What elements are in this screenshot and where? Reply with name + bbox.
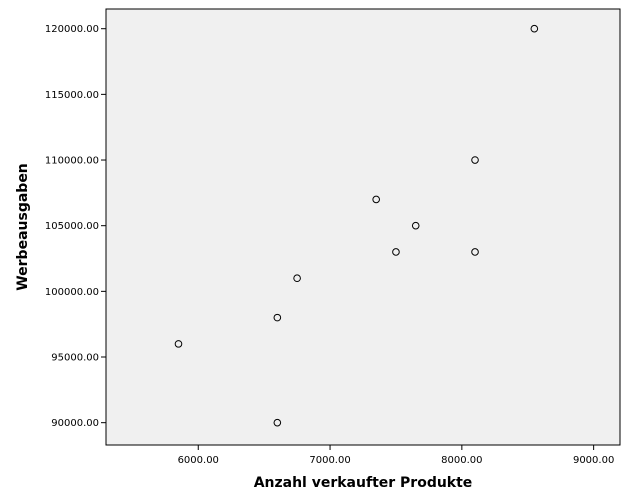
x-tick-label: 9000.00 [573,455,614,466]
x-axis-title: Anzahl verkaufter Produkte [254,475,473,491]
data-point [273,418,282,427]
data-point [273,313,282,322]
y-tick-label: 90000.00 [51,418,99,429]
data-point [174,340,183,348]
x-tick-label: 8000.00 [441,455,482,466]
y-tick-label: 95000.00 [51,353,99,364]
y-tick-label: 105000.00 [45,221,99,232]
data-point [530,24,539,33]
y-tick-label: 120000.00 [45,24,99,35]
y-tick-label: 110000.00 [45,156,99,167]
y-tick-label: 100000.00 [45,287,99,298]
plot-area [105,8,621,446]
y-tick-label: 115000.00 [45,90,99,101]
data-point [471,156,479,164]
x-tick-label: 7000.00 [309,455,350,466]
y-axis-title: Werbeausgaben [15,163,31,291]
y-axis-ticks: 90000.00 95000.00 100000.00 105000.00 110000… [45,24,106,429]
data-point [392,248,400,256]
data-point [471,248,479,256]
data-point [411,221,420,230]
data-point [372,195,380,204]
data-points [174,24,539,427]
x-tick-label: 6000.00 [178,455,219,466]
x-axis-ticks: 6000.00 7000.00 8000.00 9000.00 [178,445,614,466]
data-point [293,274,301,283]
